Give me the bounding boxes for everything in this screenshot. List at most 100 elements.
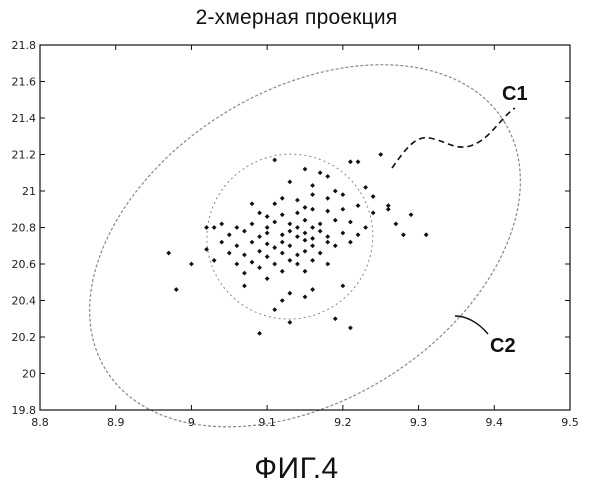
data-point <box>280 251 285 256</box>
data-point <box>287 179 292 184</box>
data-point <box>318 229 323 234</box>
data-point <box>212 225 217 230</box>
data-point <box>234 225 239 230</box>
data-point <box>227 251 232 256</box>
data-point <box>272 220 277 225</box>
data-point <box>272 307 277 312</box>
data-point <box>189 262 194 267</box>
y-tick-label: 20.6 <box>12 258 37 271</box>
data-point <box>280 212 285 217</box>
x-tick-label: 9.5 <box>561 416 579 429</box>
data-point <box>303 249 308 254</box>
c2-label: C2 <box>490 335 516 357</box>
annotation-layer: C1 C2 <box>392 83 528 357</box>
data-point <box>280 240 285 245</box>
data-point <box>242 284 247 289</box>
x-tick-label: 9.1 <box>258 416 276 429</box>
data-point <box>348 159 353 164</box>
y-tick-label: 20.8 <box>12 222 37 235</box>
data-point <box>272 245 277 250</box>
data-point <box>265 225 270 230</box>
point-layer <box>166 152 428 336</box>
data-point <box>310 225 315 230</box>
y-tick-label: 21.8 <box>12 39 37 52</box>
data-point <box>378 152 383 157</box>
y-tick-label: 21.2 <box>12 149 37 162</box>
data-point <box>257 265 262 270</box>
data-point <box>174 287 179 292</box>
x-tick-label: 9.4 <box>486 416 504 429</box>
data-point <box>325 196 330 201</box>
x-tick-label: 8.8 <box>31 416 49 429</box>
data-point <box>325 209 330 214</box>
data-point <box>295 252 300 257</box>
data-point <box>234 262 239 267</box>
data-point <box>265 242 270 247</box>
data-point <box>310 236 315 241</box>
data-point <box>333 316 338 321</box>
data-point <box>340 207 345 212</box>
data-point <box>272 158 277 163</box>
data-point <box>287 243 292 248</box>
data-point <box>265 254 270 259</box>
data-point <box>340 284 345 289</box>
data-point <box>303 269 308 274</box>
data-point <box>371 194 376 199</box>
data-point <box>265 231 270 236</box>
c1-label: C1 <box>502 83 528 105</box>
data-point <box>303 231 308 236</box>
data-point <box>393 221 398 226</box>
data-point <box>250 221 255 226</box>
data-point <box>250 260 255 265</box>
data-point <box>356 203 361 208</box>
data-point <box>295 198 300 203</box>
data-point <box>227 232 232 237</box>
data-point <box>295 225 300 230</box>
data-point <box>310 287 315 292</box>
contour-layer <box>24 0 587 450</box>
data-point <box>310 207 315 212</box>
data-point <box>219 240 224 245</box>
data-point <box>287 258 292 263</box>
data-point <box>325 262 330 267</box>
data-point <box>348 220 353 225</box>
data-point <box>234 243 239 248</box>
data-point <box>242 271 247 276</box>
data-point <box>348 325 353 330</box>
data-point <box>295 211 300 216</box>
y-tick-label: 19.8 <box>12 404 37 417</box>
data-point <box>287 229 292 234</box>
data-point <box>242 252 247 257</box>
y-tick-label: 20.2 <box>12 331 37 344</box>
y-tick-label: 20.4 <box>12 295 37 308</box>
contour-c2 <box>24 0 587 450</box>
data-point <box>265 214 270 219</box>
data-point <box>242 229 247 234</box>
data-point <box>348 240 353 245</box>
data-point <box>310 192 315 197</box>
data-point <box>363 225 368 230</box>
y-tick-label: 20 <box>22 368 36 381</box>
data-point <box>166 251 171 256</box>
x-tick-label: 8.9 <box>107 416 125 429</box>
data-point <box>409 212 414 217</box>
data-point <box>257 211 262 216</box>
data-point <box>303 205 308 210</box>
data-point <box>280 232 285 237</box>
data-point <box>340 192 345 197</box>
data-point <box>257 234 262 239</box>
data-point <box>250 240 255 245</box>
data-point <box>303 218 308 223</box>
data-point <box>212 258 217 263</box>
data-point <box>295 234 300 239</box>
data-point <box>424 232 429 237</box>
y-tick-label: 21 <box>22 185 36 198</box>
data-point <box>287 221 292 226</box>
x-tick-label: 9.3 <box>410 416 428 429</box>
data-point <box>318 170 323 175</box>
y-tick-label: 21.6 <box>12 76 37 89</box>
x-tick-label: 9.2 <box>334 416 352 429</box>
data-point <box>325 234 330 239</box>
data-point <box>333 243 338 248</box>
c1-leader-line <box>392 108 515 168</box>
